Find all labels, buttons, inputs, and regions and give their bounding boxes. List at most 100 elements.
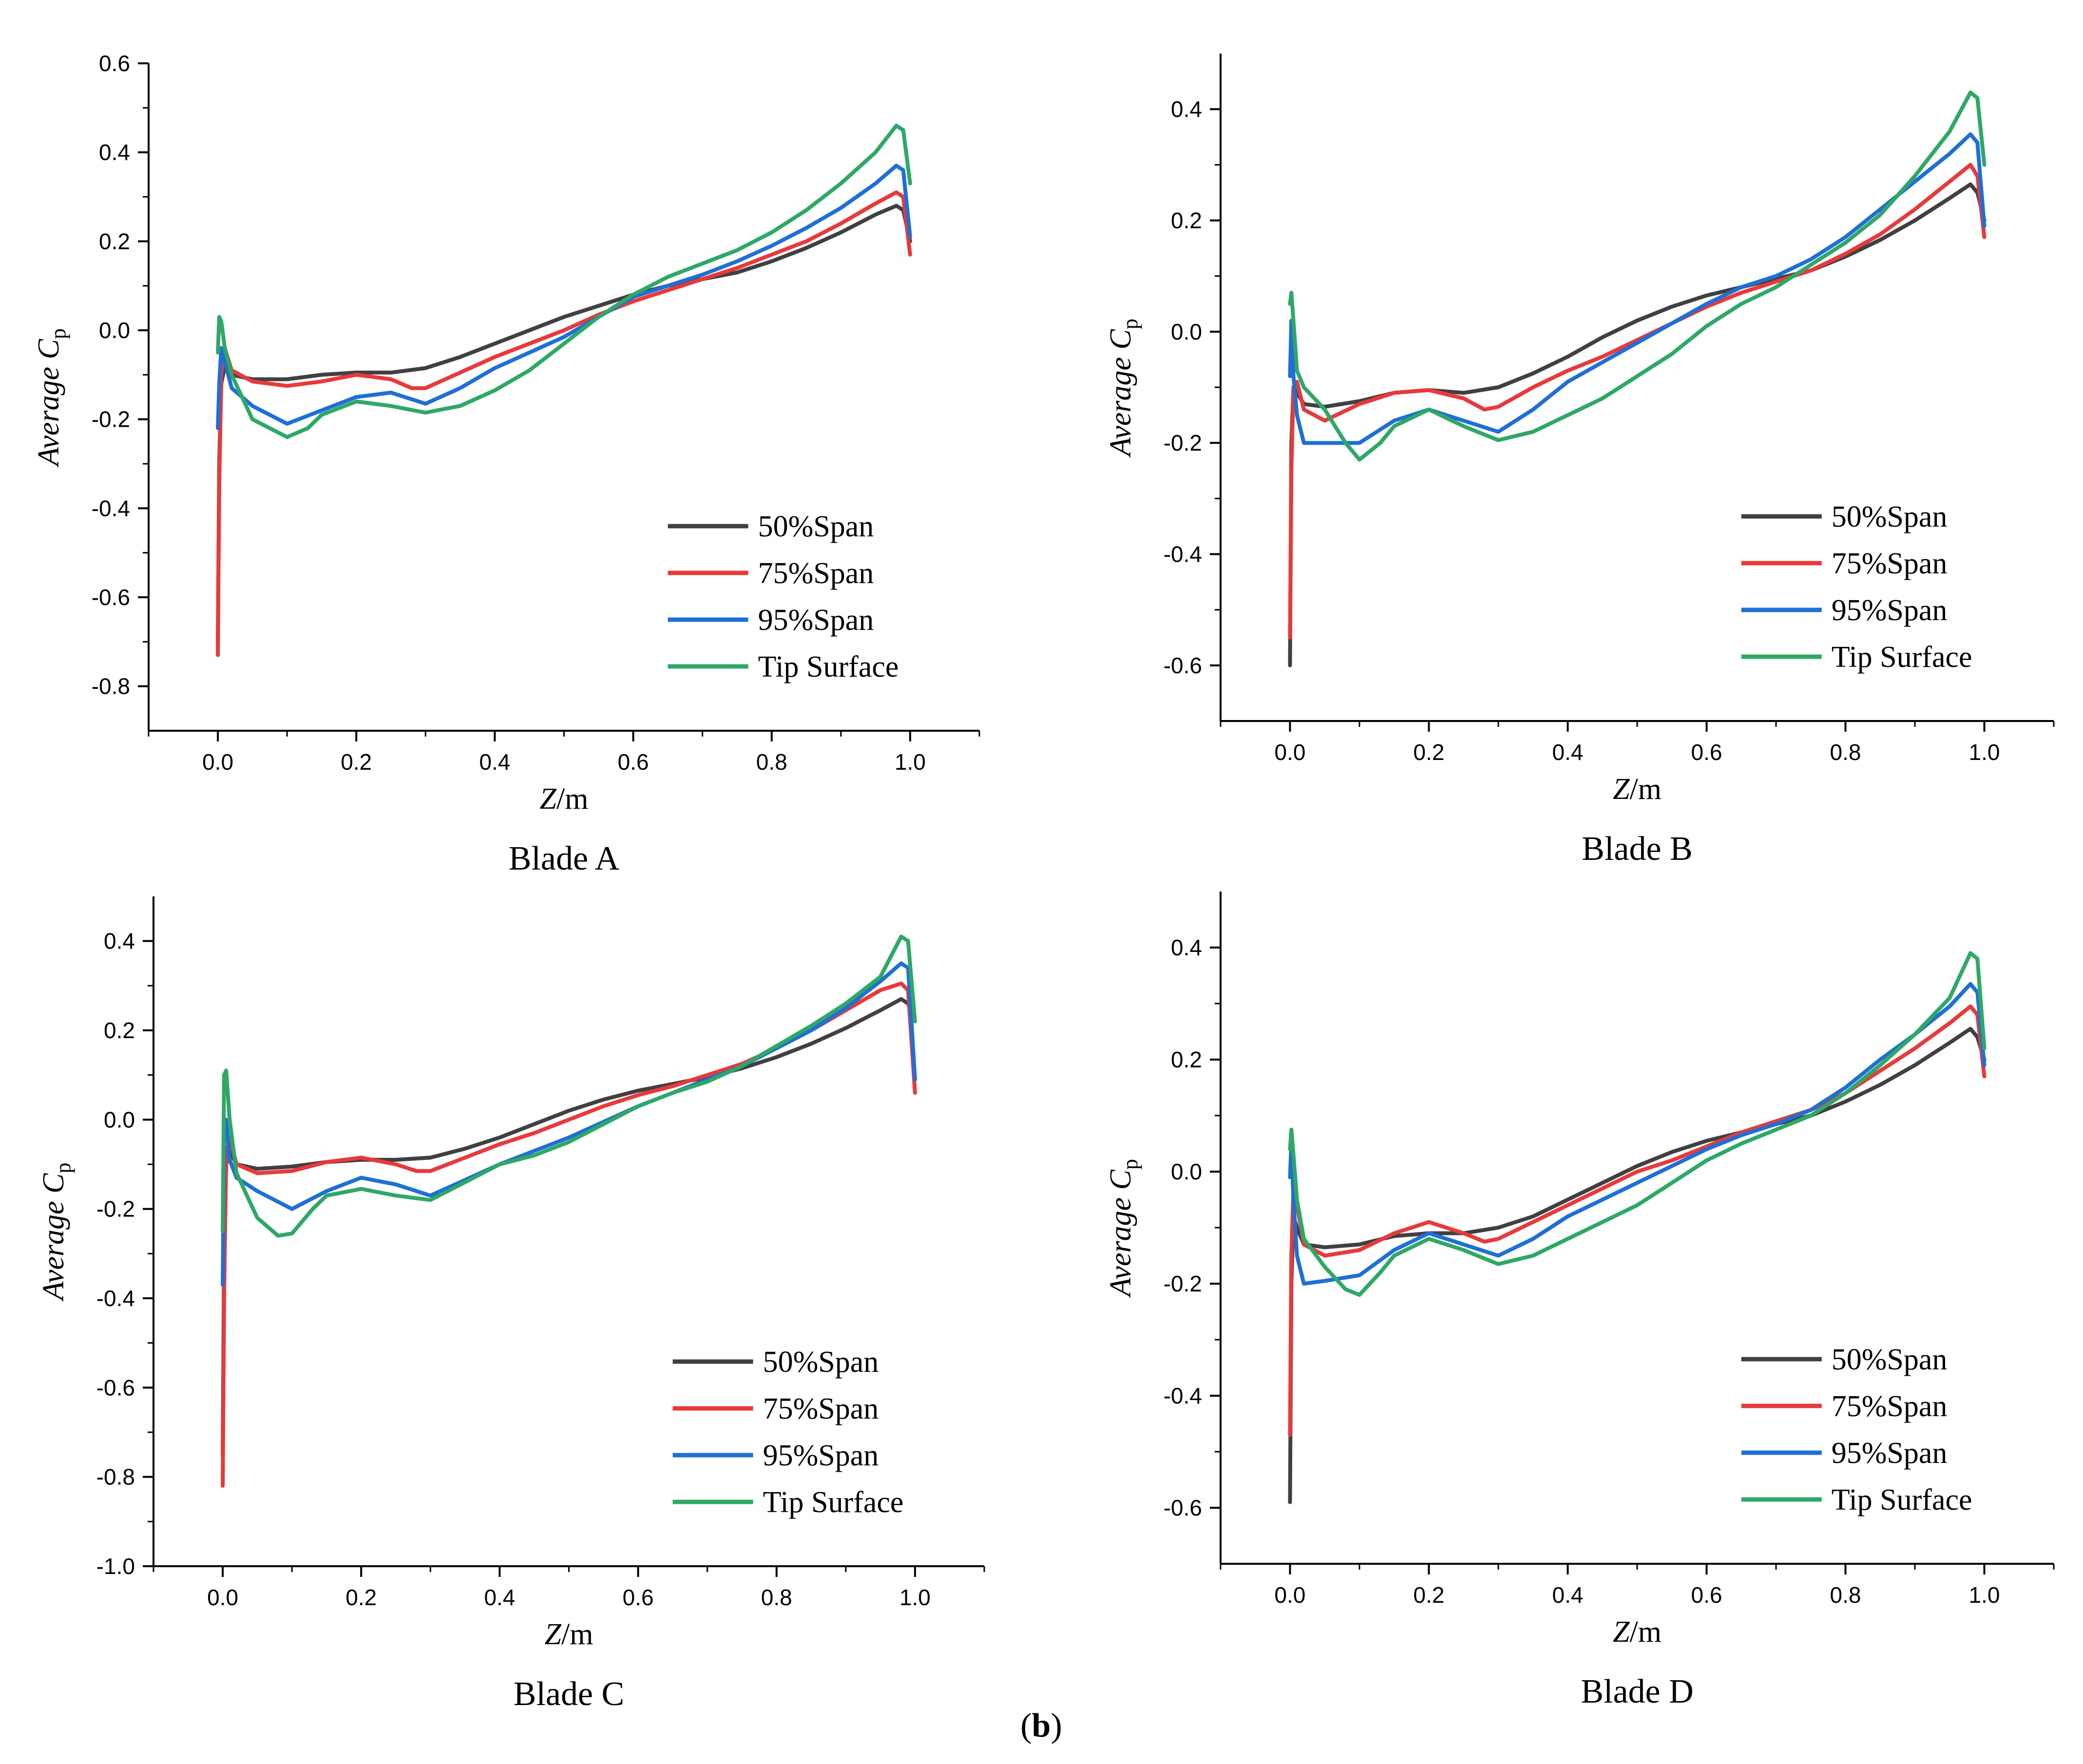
panel-title: Blade B xyxy=(1582,830,1692,868)
y-tick-label: -0.6 xyxy=(1164,653,1202,678)
series-line-4 xyxy=(221,934,917,1238)
legend-label: 50%Span xyxy=(1832,1343,1948,1376)
y-axis-label: Average Cp xyxy=(1104,1159,1142,1298)
y-tick-label: 0.0 xyxy=(1171,319,1202,344)
legend-label: 75%Span xyxy=(1832,1390,1948,1423)
y-tick-label: 0.0 xyxy=(1171,1159,1202,1184)
x-tick-label: 0.6 xyxy=(1691,1582,1722,1608)
panel-title: Blade D xyxy=(1581,1673,1693,1710)
x-tick-label: 1.0 xyxy=(1969,1582,2000,1608)
panel-title: Blade C xyxy=(514,1675,624,1713)
x-tick-label: 1.0 xyxy=(1969,740,2000,765)
series-line-3 xyxy=(1288,132,1987,445)
y-axis-label: Average Cp xyxy=(37,1163,75,1302)
legend-label: 75%Span xyxy=(758,557,874,590)
x-tick-label: 0.2 xyxy=(341,749,372,775)
legend-label: 75%Span xyxy=(1832,547,1948,580)
legend-label: 95%Span xyxy=(758,604,874,637)
x-tick-label: 0.0 xyxy=(207,1585,238,1610)
x-tick-label: 0.0 xyxy=(1275,740,1306,765)
y-tick-label: 0.2 xyxy=(99,228,130,254)
y-tick-label: -0.2 xyxy=(1164,430,1202,455)
y-axis-label: Average Cp xyxy=(32,328,70,468)
x-axis-label: Z/m xyxy=(545,1618,593,1651)
y-tick-label: 0.4 xyxy=(99,140,130,165)
x-tick-label: 0.0 xyxy=(1275,1582,1306,1608)
legend-label: 50%Span xyxy=(763,1346,879,1379)
legend-label: 95%Span xyxy=(1832,594,1948,627)
series-line-4 xyxy=(1288,90,1987,462)
series-line-4 xyxy=(1288,951,1987,1297)
x-tick-label: 0.0 xyxy=(202,749,233,775)
figure-label: (b) xyxy=(1020,1707,1062,1745)
y-tick-label: -0.8 xyxy=(96,1464,135,1490)
series-line-2 xyxy=(216,190,912,657)
legend-label: Tip Surface xyxy=(1832,641,1972,674)
x-tick-label: 0.2 xyxy=(1414,740,1445,765)
series-line-1 xyxy=(221,997,917,1457)
x-tick-label: 1.0 xyxy=(895,749,926,775)
y-tick-label: -0.4 xyxy=(1164,1383,1202,1408)
x-tick-label: 1.0 xyxy=(899,1585,931,1610)
y-tick-label: 0.6 xyxy=(99,51,130,76)
x-tick-label: 0.2 xyxy=(1414,1582,1445,1608)
y-tick-label: -0.6 xyxy=(1164,1495,1202,1520)
series-line-1 xyxy=(216,204,912,644)
legend-label: 95%Span xyxy=(763,1439,879,1472)
chart-panel-2: -0.6 -0.4 -0.2 0.0 0.2 0.4 0.0 0.2 0.4 0.6 0.8 1.0 Z… xyxy=(1104,54,2055,868)
legend-label: Tip Surface xyxy=(763,1486,904,1519)
y-tick-label: 0.0 xyxy=(99,318,130,343)
y-tick-label: -0.4 xyxy=(96,1286,135,1311)
x-tick-label: 0.2 xyxy=(345,1585,377,1610)
series-line-4 xyxy=(216,123,912,439)
x-tick-label: 0.8 xyxy=(756,749,787,775)
y-tick-label: -0.8 xyxy=(92,674,130,699)
x-tick-label: 0.4 xyxy=(1552,740,1584,765)
y-tick-label: 0.2 xyxy=(104,1018,135,1043)
legend-label: 50%Span xyxy=(758,510,874,543)
chart-panel-1: -0.8 -0.6 -0.4 -0.2 0.0 0.2 0.4 0.6 0.0 0.2 0.4 0.6… xyxy=(32,51,980,877)
chart-panel-4: -0.6 -0.4 -0.2 0.0 0.2 0.4 0.0 0.2 0.4 0.6 0.8 1.0 Z… xyxy=(1104,891,2055,1710)
panels: -0.8 -0.6 -0.4 -0.2 0.0 0.2 0.4 0.6 0.0 0.2 0.4 0.6… xyxy=(32,51,2055,1713)
x-tick-label: 0.8 xyxy=(1830,740,1861,765)
series-line-3 xyxy=(216,164,912,430)
x-tick-label: 0.8 xyxy=(761,1585,792,1610)
x-axis-label: Z/m xyxy=(1613,1615,1662,1649)
series-line-2 xyxy=(1288,163,1987,640)
legend-label: 50%Span xyxy=(1832,500,1948,533)
panel-title: Blade A xyxy=(509,840,620,877)
series-line-3 xyxy=(1288,982,1987,1286)
x-axis-label: Z/m xyxy=(1613,773,1662,806)
y-tick-label: -0.2 xyxy=(96,1196,135,1222)
x-axis-label: Z/m xyxy=(540,782,589,816)
x-tick-label: 0.8 xyxy=(1830,1582,1861,1608)
legend-label: Tip Surface xyxy=(758,650,899,683)
y-tick-label: 0.4 xyxy=(1171,96,1202,122)
y-tick-label: -0.4 xyxy=(92,495,130,521)
x-tick-label: 0.6 xyxy=(618,749,649,775)
y-tick-label: -0.2 xyxy=(1164,1271,1202,1296)
x-tick-label: 0.4 xyxy=(1552,1582,1584,1608)
y-tick-label: 0.4 xyxy=(1171,935,1202,960)
legend-label: Tip Surface xyxy=(1832,1483,1972,1517)
y-tick-label: -0.6 xyxy=(92,585,130,610)
series-line-1 xyxy=(1288,182,1987,667)
series-line-3 xyxy=(221,961,917,1287)
x-tick-label: 0.4 xyxy=(484,1585,515,1610)
series-line-1 xyxy=(1288,1026,1987,1504)
y-tick-label: -0.4 xyxy=(1164,542,1202,567)
y-tick-label: 0.0 xyxy=(104,1107,135,1132)
chart-panel-3: -1.0 -0.8 -0.6 -0.4 -0.2 0.0 0.2 0.4 0.0 0.2 0.4 0.… xyxy=(37,896,985,1713)
y-tick-label: 0.4 xyxy=(104,929,135,954)
legend-label: 75%Span xyxy=(763,1392,879,1425)
y-tick-label: -0.6 xyxy=(96,1375,135,1400)
y-tick-label: -0.2 xyxy=(92,407,130,432)
y-tick-label: 0.2 xyxy=(1171,1047,1202,1072)
legend-label: 95%Span xyxy=(1832,1437,1948,1470)
x-tick-label: 0.6 xyxy=(1691,740,1722,765)
x-tick-label: 0.6 xyxy=(623,1585,654,1610)
x-tick-label: 0.4 xyxy=(479,749,510,775)
y-tick-label: -1.0 xyxy=(96,1554,135,1579)
y-tick-label: 0.2 xyxy=(1171,208,1202,233)
